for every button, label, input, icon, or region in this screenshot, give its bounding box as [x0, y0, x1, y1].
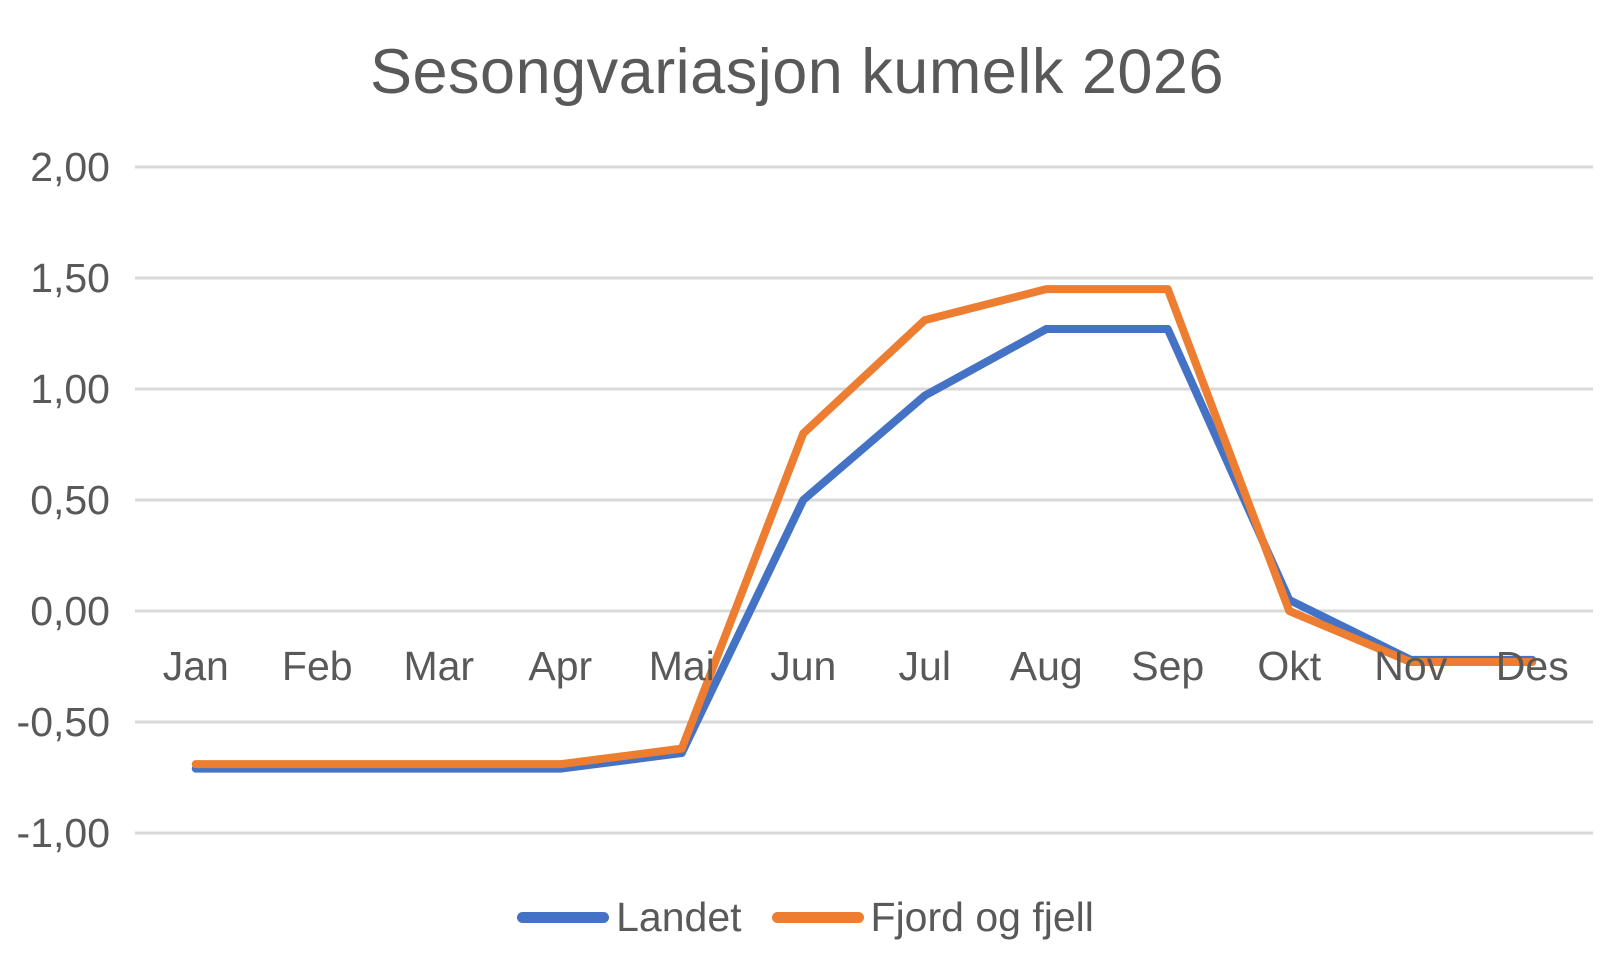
- legend-item-landet: Landet: [517, 894, 742, 941]
- series-line-fjord-og-fjell: [191, 285, 1537, 769]
- x-tick-label-feb: Feb: [281, 643, 353, 689]
- x-tick-label-okt: Okt: [1257, 643, 1322, 689]
- y-tick-label: 0,50: [30, 477, 110, 523]
- x-tick-label-jan: Jan: [162, 643, 229, 689]
- x-tick-label-mar: Mar: [403, 643, 475, 689]
- y-tick-label: -0,50: [16, 699, 110, 745]
- x-tick-label-jun: Jun: [770, 643, 837, 689]
- y-tick-label: 1,50: [30, 255, 110, 301]
- x-tick-label-jul: Jul: [898, 643, 951, 689]
- y-tick-label: 1,00: [30, 366, 110, 412]
- x-tick-label-mai: Mai: [648, 643, 715, 689]
- x-tick-label-sep: Sep: [1131, 643, 1205, 689]
- x-tick-label-nov: Nov: [1374, 643, 1448, 689]
- y-tick-label: -1,00: [16, 810, 110, 856]
- legend-swatch-fjord-og-fjell: [771, 912, 864, 923]
- chart-title: Sesongvariasjon kumelk 2026: [369, 37, 1224, 107]
- legend-label-landet: Landet: [616, 894, 742, 940]
- x-tick-label-aug: Aug: [1009, 643, 1083, 689]
- legend-label-fjord-og-fjell: Fjord og fjell: [870, 894, 1094, 940]
- y-tick-label: 0,00: [30, 588, 110, 634]
- legend-swatch-landet: [517, 912, 610, 923]
- series-line-landet: [191, 325, 1537, 773]
- x-tick-label-des: Des: [1495, 643, 1569, 689]
- y-tick-label: 2,00: [30, 144, 110, 190]
- legend: Landet Fjord og fjell: [0, 894, 1611, 941]
- x-tick-label-apr: Apr: [528, 643, 593, 689]
- legend-item-fjord-og-fjell: Fjord og fjell: [771, 894, 1094, 941]
